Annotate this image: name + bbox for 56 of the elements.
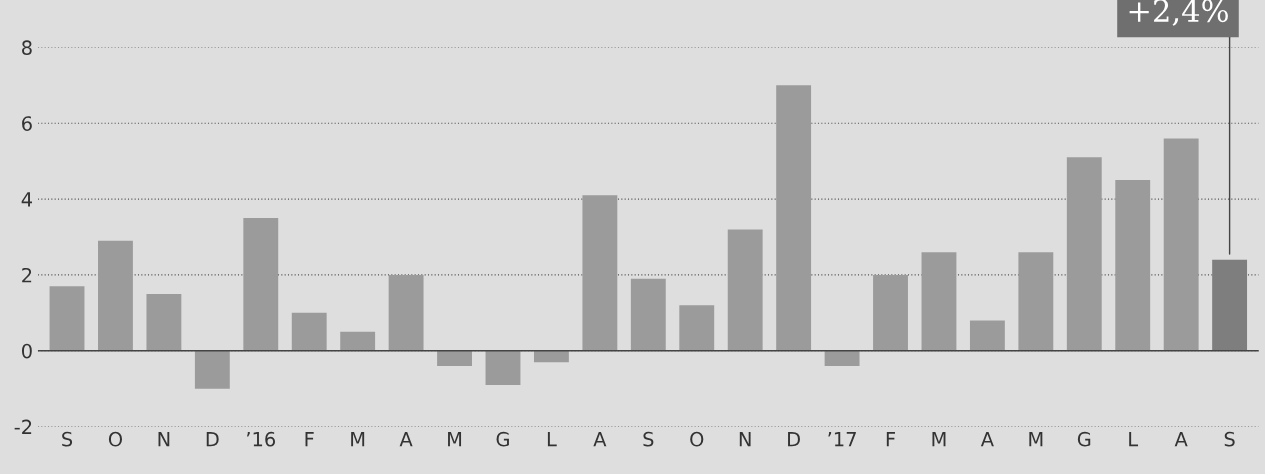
- bar: [727, 229, 763, 351]
- bar: [1163, 138, 1199, 351]
- x-tick-label: M: [1029, 432, 1043, 447]
- bar: [776, 85, 812, 351]
- x-tick-label: G: [1077, 431, 1091, 447]
- x-tick-label: O: [690, 431, 704, 447]
- x-tick-label: D: [788, 432, 800, 447]
- y-tick-label: 4: [21, 192, 32, 207]
- bar: [824, 350, 860, 366]
- bar: [1115, 180, 1151, 351]
- bar: [921, 252, 957, 351]
- bar: [1066, 157, 1102, 351]
- x-tick-label: ’16: [247, 431, 276, 447]
- y-tick-label: 0: [22, 343, 32, 359]
- bar: [437, 350, 472, 366]
- y-tick-label: -2: [14, 419, 32, 434]
- x-tick-label: S: [643, 431, 654, 447]
- x-tick-label: A: [980, 432, 994, 447]
- bar: [873, 274, 908, 351]
- x-tick-label: S: [1224, 431, 1235, 447]
- bar: [243, 218, 279, 351]
- x-tick-label: F: [305, 432, 314, 447]
- bar: [291, 312, 327, 351]
- bar: [1018, 252, 1054, 351]
- bar: [388, 274, 424, 351]
- x-tick-label: ’17: [828, 432, 856, 447]
- bar: [98, 240, 133, 351]
- bar: [1212, 259, 1248, 351]
- y-tick-label: 8: [22, 40, 32, 56]
- y-tick-label: 6: [22, 116, 32, 131]
- bar: [194, 350, 230, 389]
- x-tick-label: L: [547, 432, 557, 447]
- x-tick-label: N: [158, 432, 170, 447]
- x-tick-label: F: [886, 432, 895, 447]
- x-tick-label: A: [593, 432, 607, 447]
- x-tick-label: M: [351, 432, 365, 447]
- bar: [340, 331, 376, 351]
- x-tick-label: L: [1129, 432, 1139, 447]
- bar: [582, 195, 618, 351]
- bar: [679, 305, 715, 351]
- x-tick-label: O: [108, 431, 123, 447]
- y-tick-label: 2: [22, 267, 32, 283]
- bar: [485, 350, 521, 385]
- x-tick-label: D: [206, 432, 219, 447]
- x-tick-label: A: [399, 432, 413, 447]
- bar: [969, 320, 1005, 351]
- x-tick-label: S: [62, 431, 73, 447]
- x-tick-label: M: [448, 432, 462, 447]
- x-tick-label: G: [496, 431, 509, 447]
- x-tick-label: A: [1174, 432, 1188, 447]
- bar: [630, 278, 666, 351]
- text: +2,4%: [1129, 0, 1228, 26]
- bar: [49, 286, 85, 351]
- bar: [146, 293, 182, 351]
- x-tick-label: N: [739, 432, 751, 447]
- x-tick-label: M: [932, 432, 946, 447]
